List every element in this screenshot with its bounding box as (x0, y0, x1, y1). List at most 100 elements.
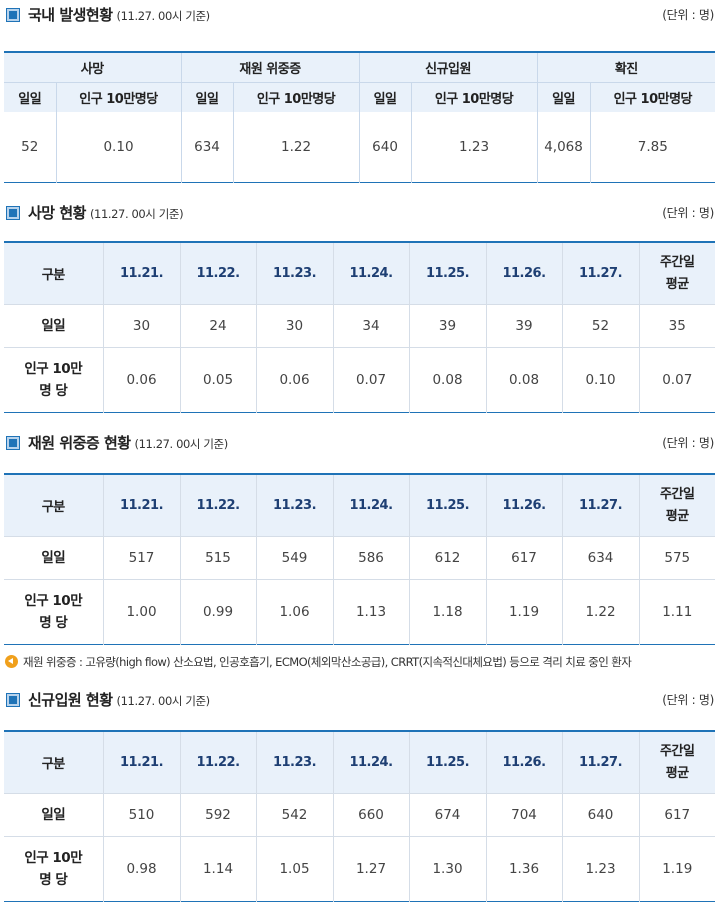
table-cell: 660 (332, 793, 409, 837)
table-cell: 1.05 (255, 836, 333, 902)
column-header-daily: 일일 (4, 82, 56, 112)
column-header-date: 11.22. (179, 242, 256, 305)
group-header: 사망 (4, 52, 182, 83)
table-cell: 634 (180, 112, 234, 183)
column-header-per100k: 인구 10만명당 (410, 82, 538, 112)
table-cell: 0.08 (408, 347, 486, 413)
summary-header: 국내 발생현황 (11.27. 00시 기준) (단위 : 명) (0, 3, 719, 27)
column-header-date: 11.21. (102, 731, 180, 794)
table-cell: 52 (561, 304, 639, 348)
critical-header: 재원 위중증 현황 (11.27. 00시 기준) (단위 : 명) (0, 431, 719, 455)
column-header-per100k: 인구 10만명당 (232, 82, 360, 112)
unit-label: (단위 : 명) (662, 8, 714, 22)
unit-label: (단위 : 명) (662, 693, 714, 707)
column-header-weekly-average: 주간일 평균 (638, 474, 715, 537)
table-cell: 1.18 (408, 579, 486, 645)
table-cell: 515 (179, 536, 256, 580)
section-bullet-icon (6, 206, 20, 220)
column-header-date: 11.25. (408, 731, 486, 794)
table-cell: 39 (408, 304, 486, 348)
table-cell: 0.06 (102, 347, 180, 413)
summary-table: 사망 재원 위중증 신규입원 확진 일일 인구 10만명당 일일 인구 10만명… (4, 51, 716, 183)
column-header-category: 구분 (4, 731, 103, 794)
table-cell: 617 (485, 536, 562, 580)
table-cell: 510 (102, 793, 180, 837)
section-subtitle: (11.27. 00시 기준) (89, 207, 184, 221)
row-header-daily: 일일 (4, 536, 103, 580)
table-cell: 704 (485, 793, 562, 837)
group-header: 재원 위중증 (180, 52, 360, 83)
table-cell: 7.85 (589, 112, 716, 183)
column-header-date: 11.22. (179, 474, 256, 537)
column-header-category: 구분 (4, 474, 103, 537)
row-header-daily: 일일 (4, 304, 103, 348)
table-cell: 586 (332, 536, 409, 580)
table-cell: 1.13 (332, 579, 409, 645)
table-cell: 1.14 (179, 836, 256, 902)
row-header-per100k: 인구 10만 명 당 (4, 836, 103, 902)
section-title: 사망 현황 (11.27. 00시 기준) (28, 204, 184, 222)
table-row: 인구 10만 명 당 0.98 1.14 1.05 1.27 1.30 1.36 … (4, 836, 715, 902)
table-cell: 30 (255, 304, 333, 348)
section-bullet-icon (6, 436, 20, 450)
column-header-date: 11.21. (102, 242, 180, 305)
section-bullet-icon (6, 693, 20, 707)
section-title: 신규입원 현황 (11.27. 00시 기준) (28, 691, 210, 709)
column-header-date: 11.23. (255, 731, 333, 794)
admissions-header: 신규입원 현황 (11.27. 00시 기준) (단위 : 명) (0, 688, 719, 712)
table-cell: 4,068 (536, 112, 591, 183)
table-cell: 542 (255, 793, 333, 837)
critical-definition-note: 재원 위중증 : 고유량(high flow) 산소요법, 인공호흡기, ECM… (5, 654, 717, 670)
column-header-daily: 일일 (358, 82, 412, 112)
column-header-date: 11.26. (485, 242, 562, 305)
table-row: 일일 510 592 542 660 674 704 640 617 (4, 793, 715, 837)
table-cell: 674 (408, 793, 486, 837)
column-header-date: 11.27. (561, 731, 639, 794)
table-cell: 1.19 (485, 579, 562, 645)
table-cell: 1.22 (232, 112, 360, 183)
unit-label: (단위 : 명) (662, 436, 714, 450)
table-cell: 1.30 (408, 836, 486, 902)
column-header-date: 11.23. (255, 242, 333, 305)
table-cell: 612 (408, 536, 486, 580)
section-title: 재원 위중증 현황 (11.27. 00시 기준) (28, 434, 229, 452)
column-header-date: 11.23. (255, 474, 333, 537)
column-header-date: 11.25. (408, 242, 486, 305)
note-text: 재원 위중증 : 고유량(high flow) 산소요법, 인공호흡기, ECM… (23, 655, 632, 669)
table-cell: 592 (179, 793, 256, 837)
speaker-icon (5, 655, 18, 668)
admissions-table: 구분 11.21. 11.22. 11.23. 11.24. 11.25. 11… (4, 730, 715, 902)
row-header-daily: 일일 (4, 793, 103, 837)
column-header-weekly-average: 주간일 평균 (638, 731, 715, 794)
table-cell: 0.08 (485, 347, 562, 413)
table-cell: 1.36 (485, 836, 562, 902)
column-header-category: 구분 (4, 242, 103, 305)
table-cell: 575 (638, 536, 715, 580)
row-header-per100k: 인구 10만 명 당 (4, 579, 103, 645)
table-cell: 1.23 (410, 112, 538, 183)
column-header-date: 11.21. (102, 474, 180, 537)
column-header-date: 11.24. (332, 731, 409, 794)
table-cell: 1.22 (561, 579, 639, 645)
column-header-date: 11.26. (485, 731, 562, 794)
table-cell: 1.06 (255, 579, 333, 645)
table-cell: 0.10 (561, 347, 639, 413)
column-header-date: 11.24. (332, 474, 409, 537)
table-cell: 617 (638, 793, 715, 837)
table-cell: 1.19 (638, 836, 715, 902)
column-header-date: 11.24. (332, 242, 409, 305)
table-row: 52 0.10 634 1.22 640 1.23 4,068 7.85 (4, 112, 716, 183)
section-subtitle: (11.27. 00시 기준) (134, 437, 229, 451)
column-header-date: 11.27. (561, 474, 639, 537)
table-cell: 0.07 (332, 347, 409, 413)
table-cell: 640 (561, 793, 639, 837)
column-header-per100k: 인구 10만명당 (55, 82, 182, 112)
table-row: 인구 10만 명 당 1.00 0.99 1.06 1.13 1.18 1.19 … (4, 579, 715, 645)
column-header-date: 11.22. (179, 731, 256, 794)
table-cell: 1.11 (638, 579, 715, 645)
table-cell: 517 (102, 536, 180, 580)
table-cell: 39 (485, 304, 562, 348)
section-subtitle: (11.27. 00시 기준) (116, 9, 211, 23)
table-row: 일일 517 515 549 586 612 617 634 575 (4, 536, 715, 580)
section-title: 국내 발생현황 (11.27. 00시 기준) (28, 6, 211, 24)
